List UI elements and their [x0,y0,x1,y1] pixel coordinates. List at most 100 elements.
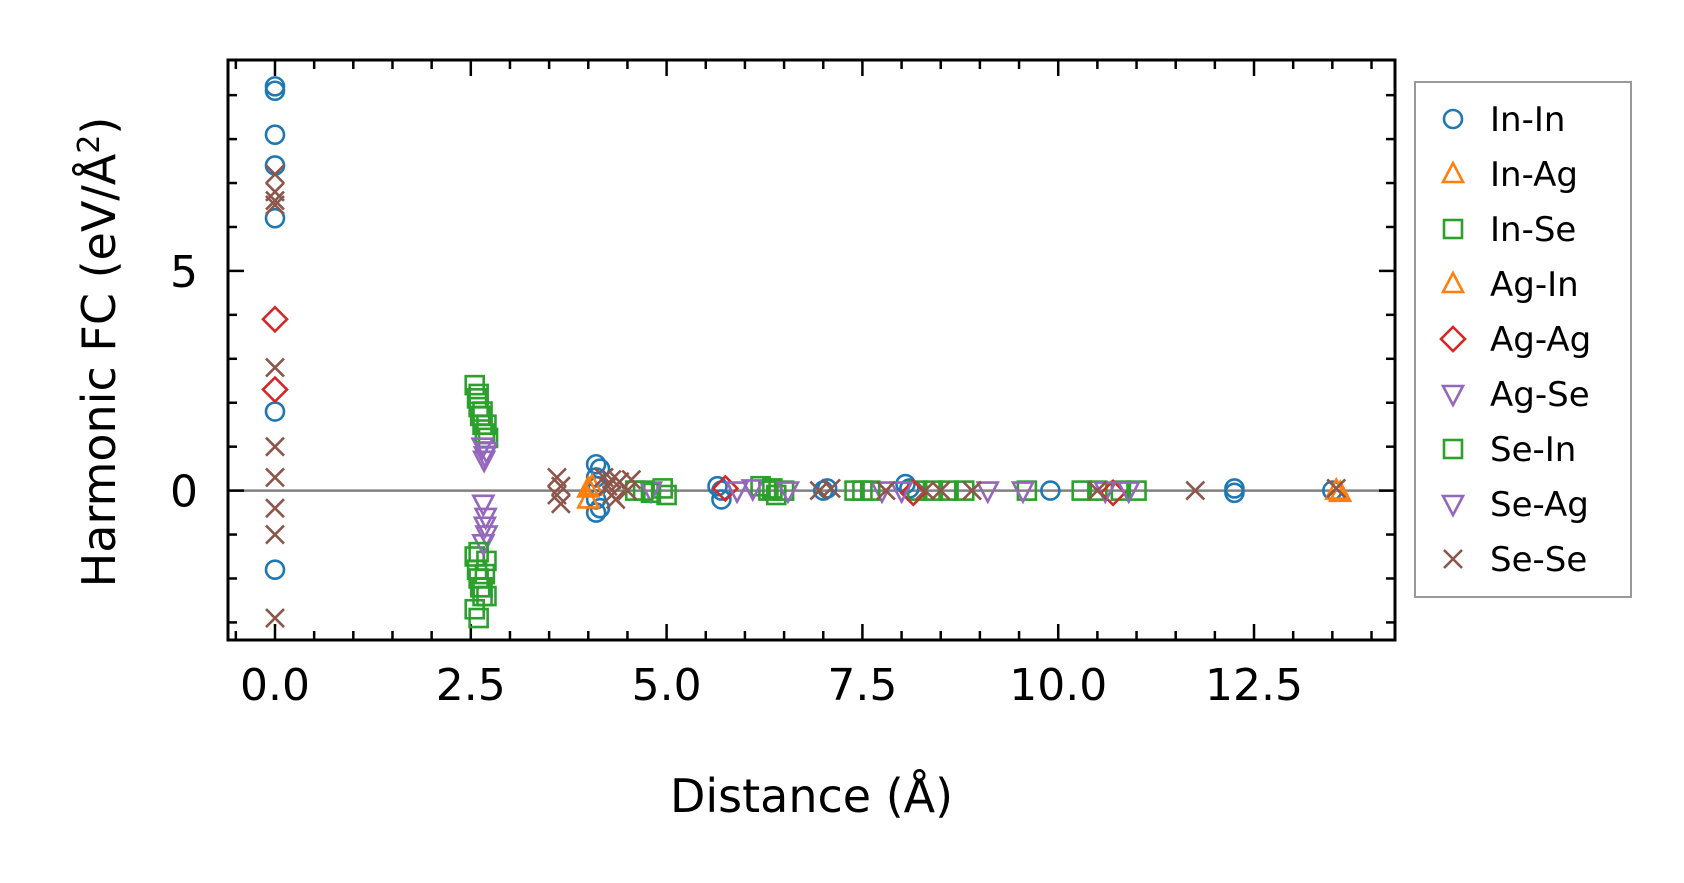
data-point [265,467,285,488]
data-point [975,481,1000,505]
plot-frame [226,58,1397,642]
data-point [471,494,496,518]
data-point [265,190,285,211]
data-point [711,489,732,510]
data-point [264,76,286,97]
x-tick-label: 10.0 [1009,660,1107,711]
data-point [576,485,601,509]
y-tick-label: 5 [170,247,198,298]
legend-marker [1443,549,1463,569]
data-point [264,401,286,422]
data-point [261,375,289,404]
legend-marker [1440,494,1466,518]
data-point [652,478,673,499]
legend-marker [1442,108,1464,130]
legend-marker [1442,218,1464,240]
data-point [1224,482,1245,504]
data-point [476,414,497,435]
data-point [740,479,765,503]
data-point [1087,480,1108,501]
data-point [632,480,654,501]
legend: In-In In-Ag In-Se Ag-In Ag-Ag Ag-Se Se-In Se-Ag… [1414,81,1632,598]
legend-label: Se-Se [1490,540,1587,580]
data-point [585,453,607,475]
data-point [265,195,285,215]
data-point [930,480,951,501]
data-point [264,155,286,176]
x-tick-label: 0.0 [240,660,310,711]
y-axis-title: Harmonic FC (eV/Å2) [72,117,126,588]
series-in-se [464,374,1147,629]
data-point [707,475,728,497]
data-point [474,563,496,585]
data-point [711,474,740,503]
legend-label: Ag-In [1490,265,1579,305]
data-point [775,481,801,505]
data-point [617,480,638,501]
legend-marker [1440,270,1466,294]
legend-marker [1440,384,1466,408]
data-point [1324,476,1349,500]
data-point [1010,481,1036,505]
data-point [264,207,286,229]
y-tick-label: 0 [170,467,198,518]
legend-label: Se-In [1490,430,1576,470]
x-axis-title: Distance (Å) [670,769,953,823]
legend-marker [1442,438,1464,460]
data-point [899,478,928,507]
data-point [915,480,935,501]
data-point [264,559,286,580]
data-point [859,480,881,501]
series-se-se [265,164,1347,628]
series-ag-se [470,437,1141,558]
data-point [550,493,571,514]
data-point [1224,478,1245,499]
data-point [576,474,601,498]
data-point [265,498,285,519]
data-point [1071,480,1093,501]
series-in-ag [576,474,1349,509]
data-point [889,481,914,505]
data-point [1185,480,1206,501]
data-point [962,480,982,501]
data-point [1116,481,1141,505]
x-tick-label: 7.5 [827,660,897,711]
data-point [468,607,489,629]
legend-label: Se-Ag [1490,485,1589,525]
data-point [265,357,285,378]
x-tick-label: 12.5 [1205,660,1303,711]
data-point [473,507,498,531]
legend-label: In-Ag [1490,155,1578,195]
legend-label: In-In [1490,100,1565,140]
data-point [1326,478,1347,499]
legend-marker [1440,160,1466,184]
data-point [468,541,489,563]
data-point [265,164,285,185]
legend-label: Ag-Se [1490,375,1590,415]
legend-label: Ag-Ag [1490,320,1591,360]
series-in-in [264,76,1343,580]
data-point [265,436,285,457]
x-tick-label: 5.0 [632,660,702,711]
legend-label: In-Se [1490,210,1576,250]
data-point [265,608,285,628]
data-point [875,480,896,501]
data-point [809,480,830,501]
legend-marker [1439,325,1467,353]
data-point [264,124,286,145]
data-point [264,80,286,102]
x-tick-label: 2.5 [436,660,506,711]
data-point [471,450,497,474]
plot-area: 0.0 2.5 5.0 7.5 10.0 12.5 0 5 Distance (Å) Harmon… [72,58,1397,823]
series-ag-ag [261,305,1127,507]
data-point [821,478,842,499]
data-point [265,524,285,545]
data-point [724,481,750,505]
data-point [621,469,642,490]
data-point [601,469,622,490]
data-point [472,576,493,598]
data-point [472,401,493,422]
data-point [261,305,289,334]
data-point [1040,480,1061,501]
